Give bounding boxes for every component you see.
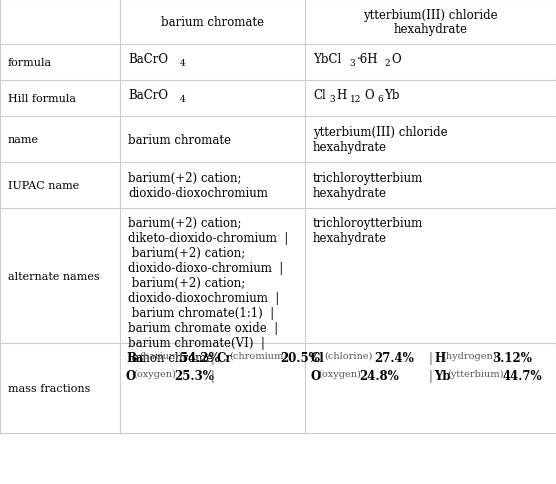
Text: name: name xyxy=(8,135,39,145)
Text: 27.4%: 27.4% xyxy=(374,351,414,364)
Text: trichloroytterbium
hexahydrate: trichloroytterbium hexahydrate xyxy=(313,216,423,244)
Text: 4: 4 xyxy=(180,59,185,68)
Text: 2: 2 xyxy=(384,59,390,68)
Text: 3: 3 xyxy=(330,95,335,104)
Text: ytterbium(III) chloride
hexahydrate: ytterbium(III) chloride hexahydrate xyxy=(313,126,448,154)
Text: 3.12%: 3.12% xyxy=(493,351,532,364)
Text: (chlorine): (chlorine) xyxy=(324,351,373,360)
Text: (ytterbium): (ytterbium) xyxy=(448,369,504,378)
Text: 4: 4 xyxy=(180,95,185,104)
Text: alternate names: alternate names xyxy=(8,271,100,281)
Text: Yb: Yb xyxy=(434,369,451,382)
Text: Cl: Cl xyxy=(313,89,326,102)
Text: BaCrO: BaCrO xyxy=(128,53,168,66)
Text: (oxygen): (oxygen) xyxy=(133,369,176,378)
Text: (chromium): (chromium) xyxy=(230,351,288,360)
Text: Cl: Cl xyxy=(311,351,325,364)
Text: |: | xyxy=(211,351,215,364)
Text: 20.5%: 20.5% xyxy=(280,351,320,364)
Text: formula: formula xyxy=(8,58,52,68)
Text: |: | xyxy=(429,351,433,364)
Text: O: O xyxy=(126,369,136,382)
Text: YbCl: YbCl xyxy=(313,53,341,66)
Text: barium(+2) cation;
diketo-dioxido-chromium  |
 barium(+2) cation;
dioxido-dioxo-: barium(+2) cation; diketo-dioxido-chromi… xyxy=(128,216,288,364)
Text: barium(+2) cation;
dioxido-dioxochromium: barium(+2) cation; dioxido-dioxochromium xyxy=(128,172,268,199)
Text: IUPAC name: IUPAC name xyxy=(8,181,80,191)
Text: BaCrO: BaCrO xyxy=(128,89,168,102)
Text: mass fractions: mass fractions xyxy=(8,383,91,393)
Text: H: H xyxy=(337,89,347,102)
Text: 3: 3 xyxy=(350,59,355,68)
Text: trichloroytterbium
hexahydrate: trichloroytterbium hexahydrate xyxy=(313,172,423,199)
Text: O: O xyxy=(392,53,401,66)
Text: O: O xyxy=(365,89,374,102)
Text: (barium): (barium) xyxy=(139,351,182,360)
Text: 44.7%: 44.7% xyxy=(503,369,542,382)
Text: 24.8%: 24.8% xyxy=(359,369,399,382)
Text: O: O xyxy=(311,369,321,382)
Text: 6: 6 xyxy=(377,95,383,104)
Text: 12: 12 xyxy=(350,95,361,104)
Text: barium chromate: barium chromate xyxy=(128,133,231,146)
Text: 54.2%: 54.2% xyxy=(180,351,220,364)
Text: |: | xyxy=(211,369,215,382)
Text: (oxygen): (oxygen) xyxy=(319,369,361,378)
Text: Cr: Cr xyxy=(216,351,232,364)
Text: Yb: Yb xyxy=(384,89,400,102)
Text: H: H xyxy=(434,351,445,364)
Text: (hydrogen): (hydrogen) xyxy=(442,351,497,361)
Text: ·6H: ·6H xyxy=(357,53,378,66)
Text: Ba: Ba xyxy=(126,351,143,364)
Text: ytterbium(III) chloride
hexahydrate: ytterbium(III) chloride hexahydrate xyxy=(363,9,498,36)
Text: |: | xyxy=(429,369,433,382)
Text: 25.3%: 25.3% xyxy=(174,369,214,382)
Text: Hill formula: Hill formula xyxy=(8,94,76,104)
Text: barium chromate: barium chromate xyxy=(161,16,264,29)
